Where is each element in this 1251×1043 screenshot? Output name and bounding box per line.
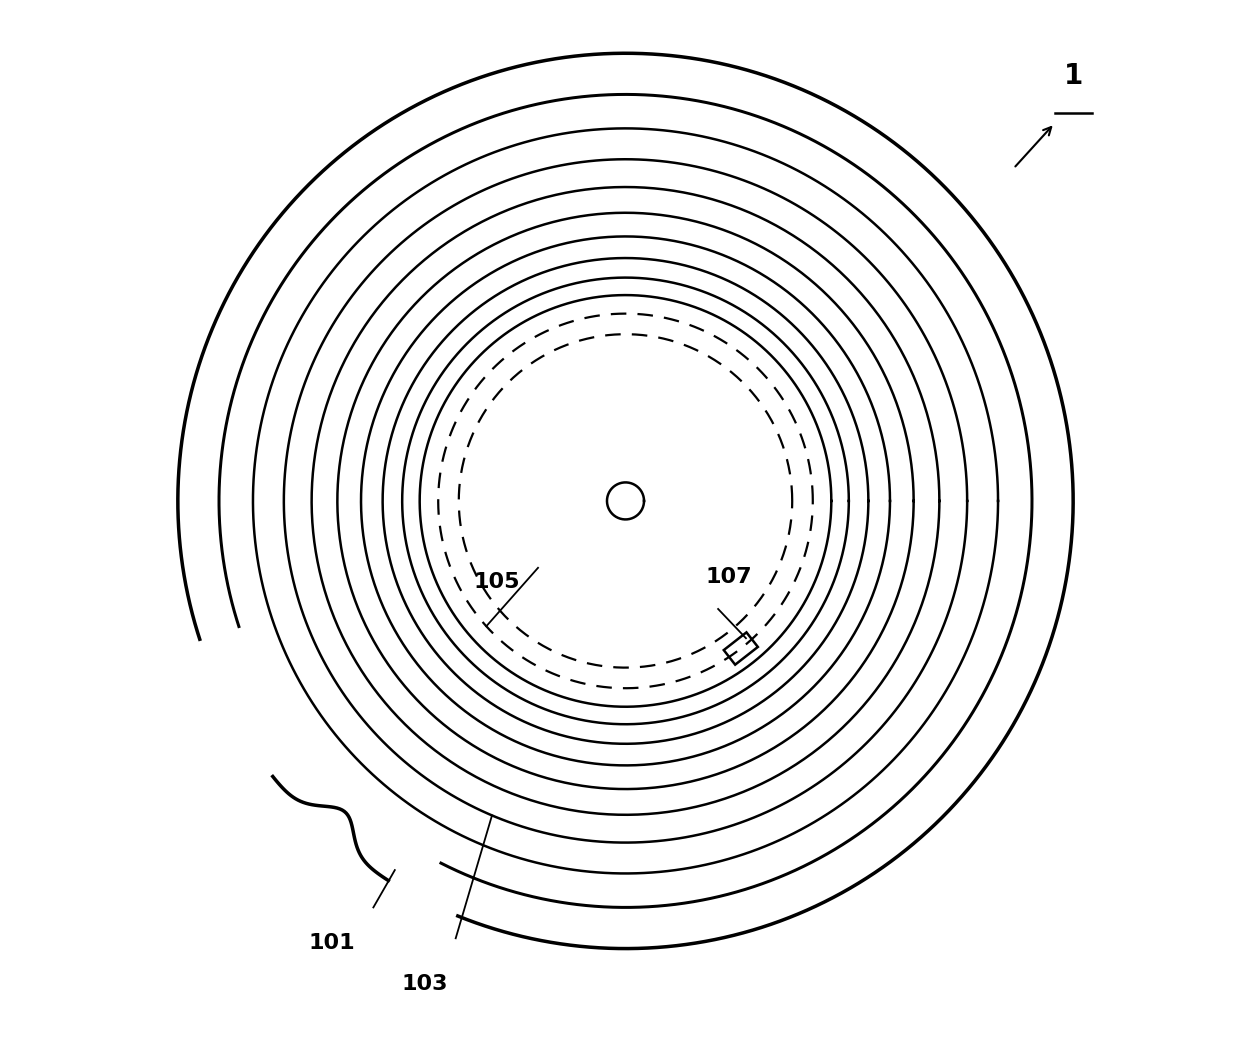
Polygon shape — [724, 632, 758, 664]
Text: 1: 1 — [1063, 63, 1083, 90]
Text: 101: 101 — [309, 932, 355, 952]
Text: 105: 105 — [474, 573, 520, 592]
Text: 103: 103 — [402, 974, 448, 994]
Text: 107: 107 — [706, 567, 752, 587]
